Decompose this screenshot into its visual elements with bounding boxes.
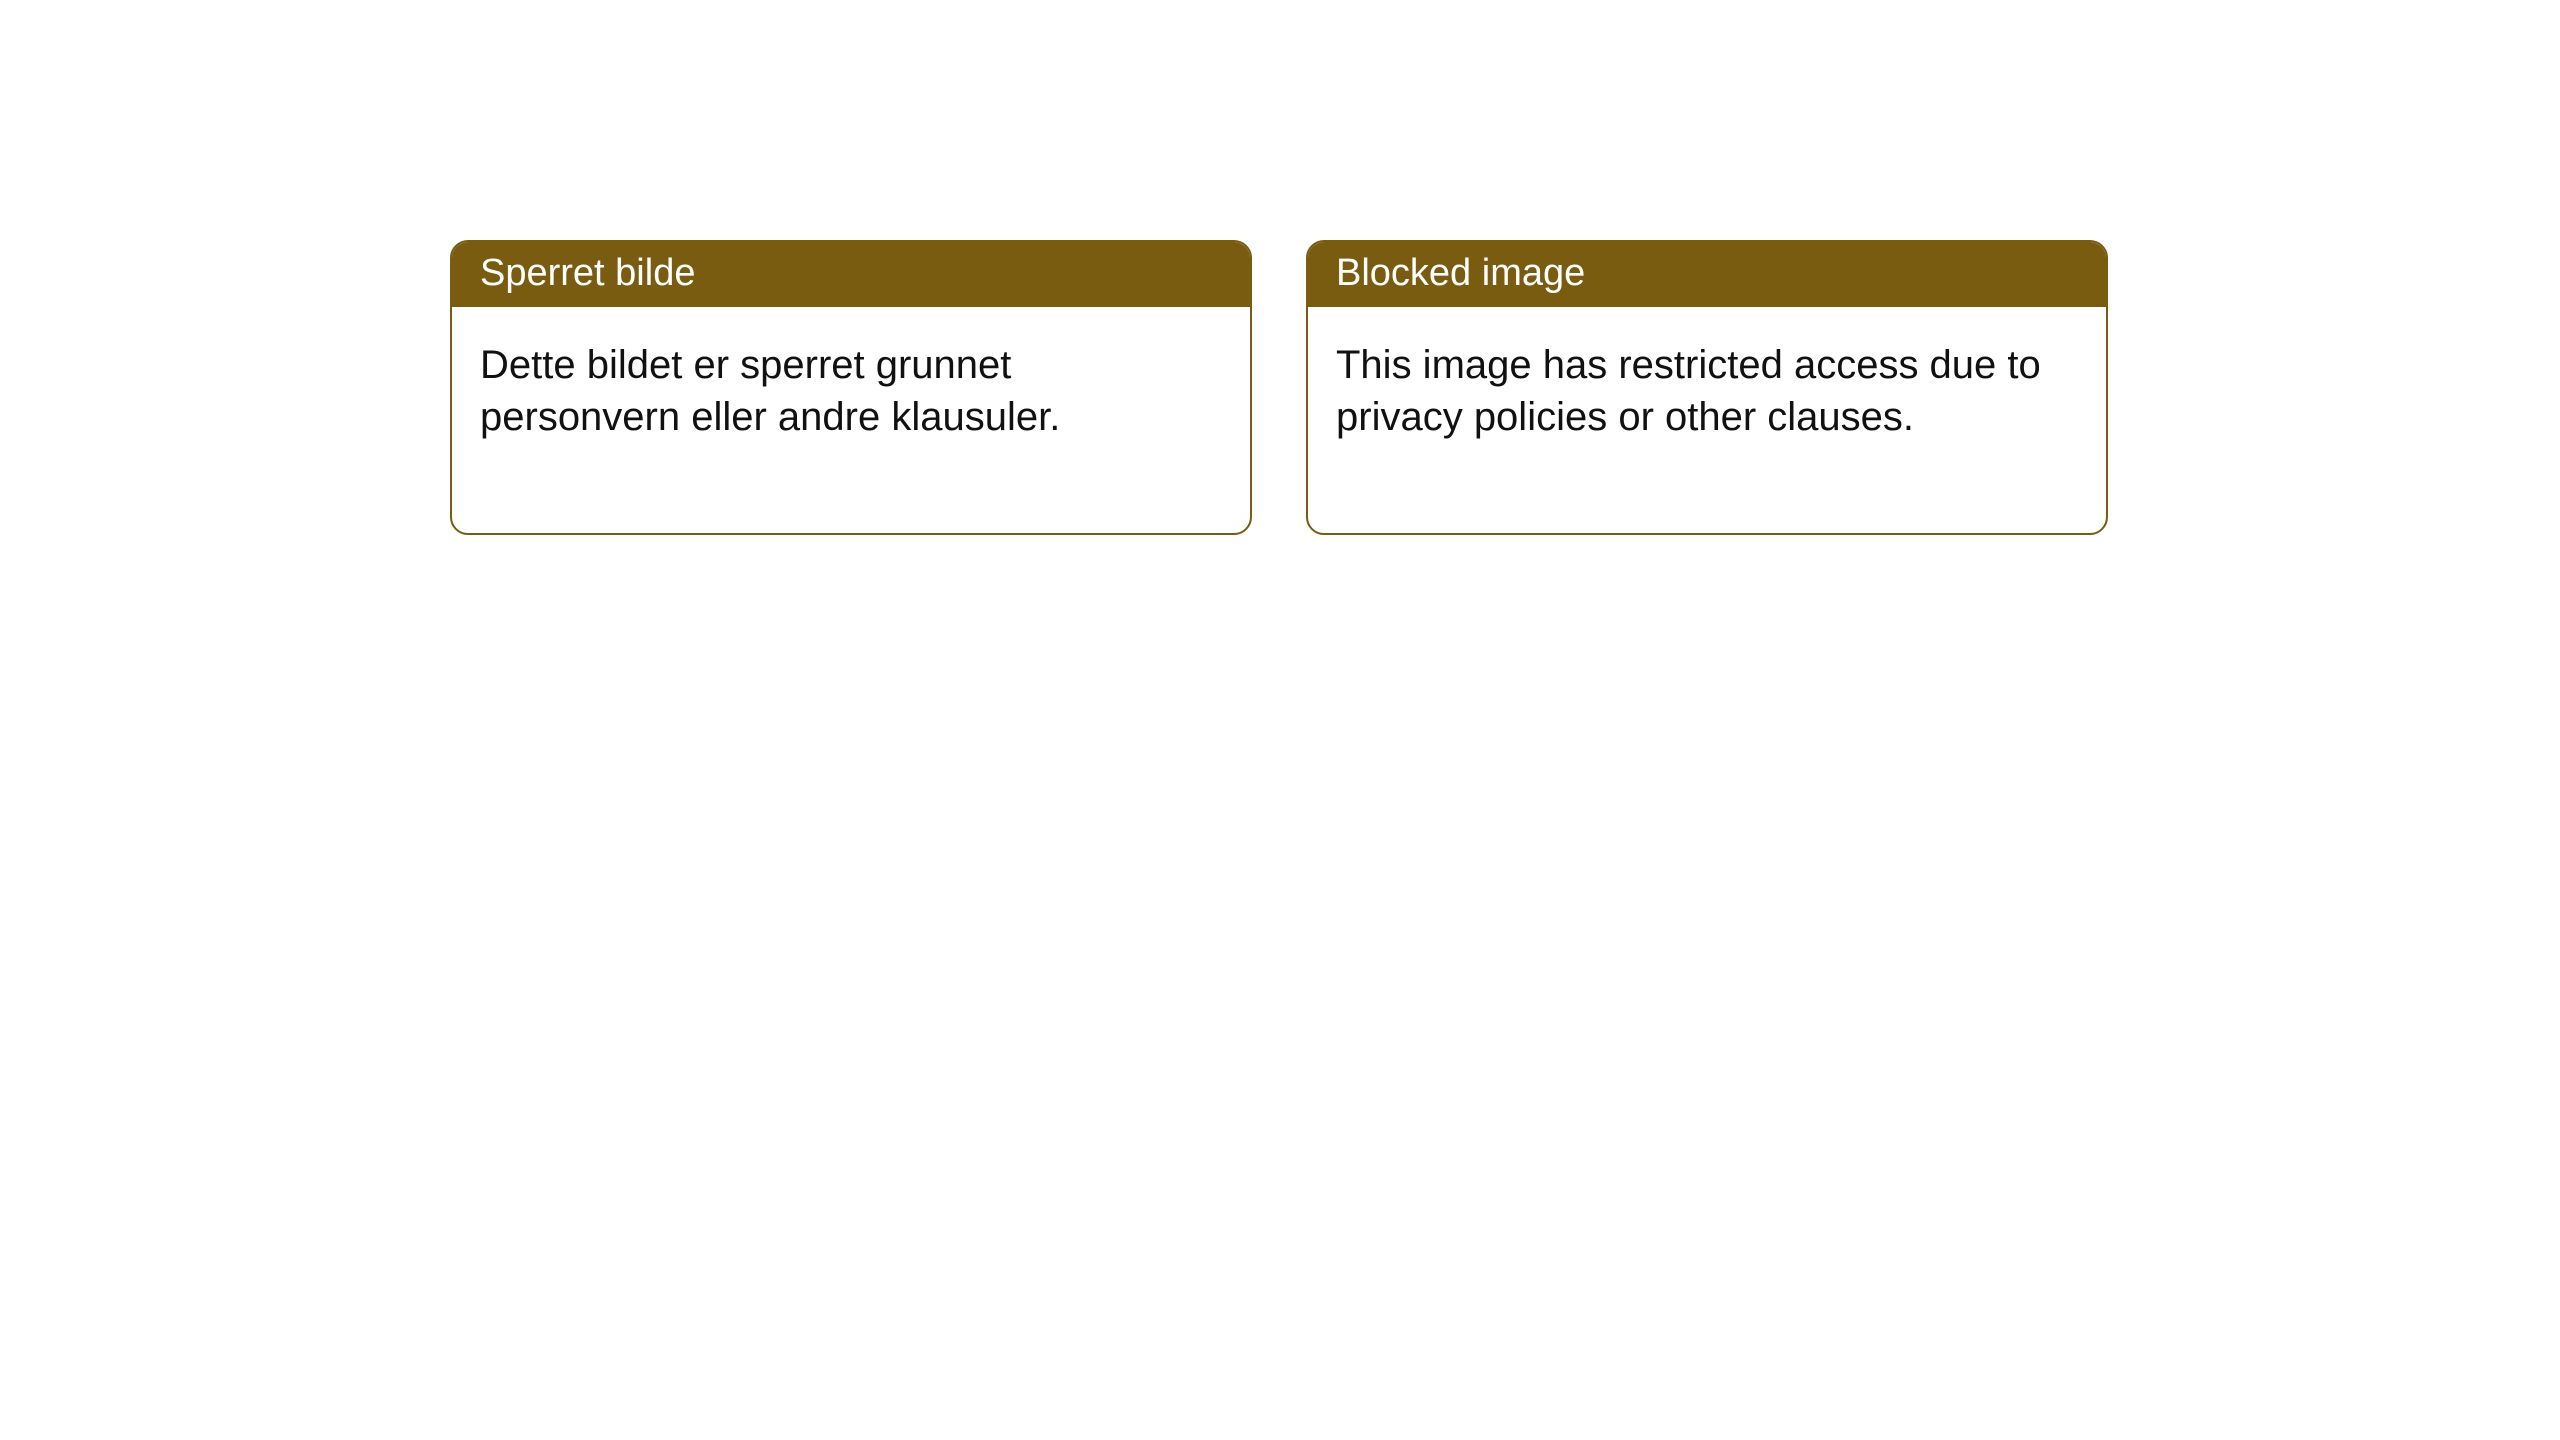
card-header: Blocked image (1308, 242, 2106, 307)
card-header: Sperret bilde (452, 242, 1250, 307)
card-body-text: Dette bildet er sperret grunnet personve… (452, 307, 1250, 533)
notice-card-norwegian: Sperret bilde Dette bildet er sperret gr… (450, 240, 1252, 535)
card-body-text: This image has restricted access due to … (1308, 307, 2106, 533)
notice-container: Sperret bilde Dette bildet er sperret gr… (0, 0, 2560, 535)
notice-card-english: Blocked image This image has restricted … (1306, 240, 2108, 535)
